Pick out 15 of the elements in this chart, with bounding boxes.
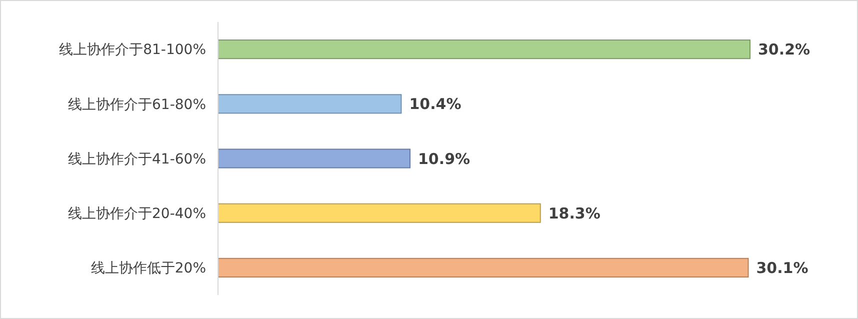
y-tick-label: 线上协作介于81-100% [59, 42, 206, 58]
bar [218, 258, 749, 278]
y-tick-label: 线上协作介于20-40% [68, 206, 206, 222]
y-tick-label: 线上协作介于41-60% [68, 151, 206, 168]
data-label: 10.9% [418, 150, 470, 168]
bar [218, 40, 750, 60]
bar [218, 203, 541, 223]
data-label: 10.4% [409, 95, 462, 114]
data-label: 30.1% [756, 258, 808, 277]
y-tick-label: 线上协作低于20% [90, 260, 206, 277]
y-tick-label: 线上协作介于61-80% [68, 96, 206, 113]
bar [218, 148, 411, 168]
data-label: 30.2% [758, 40, 810, 59]
data-label: 18.3% [548, 204, 600, 222]
bar [218, 94, 402, 114]
